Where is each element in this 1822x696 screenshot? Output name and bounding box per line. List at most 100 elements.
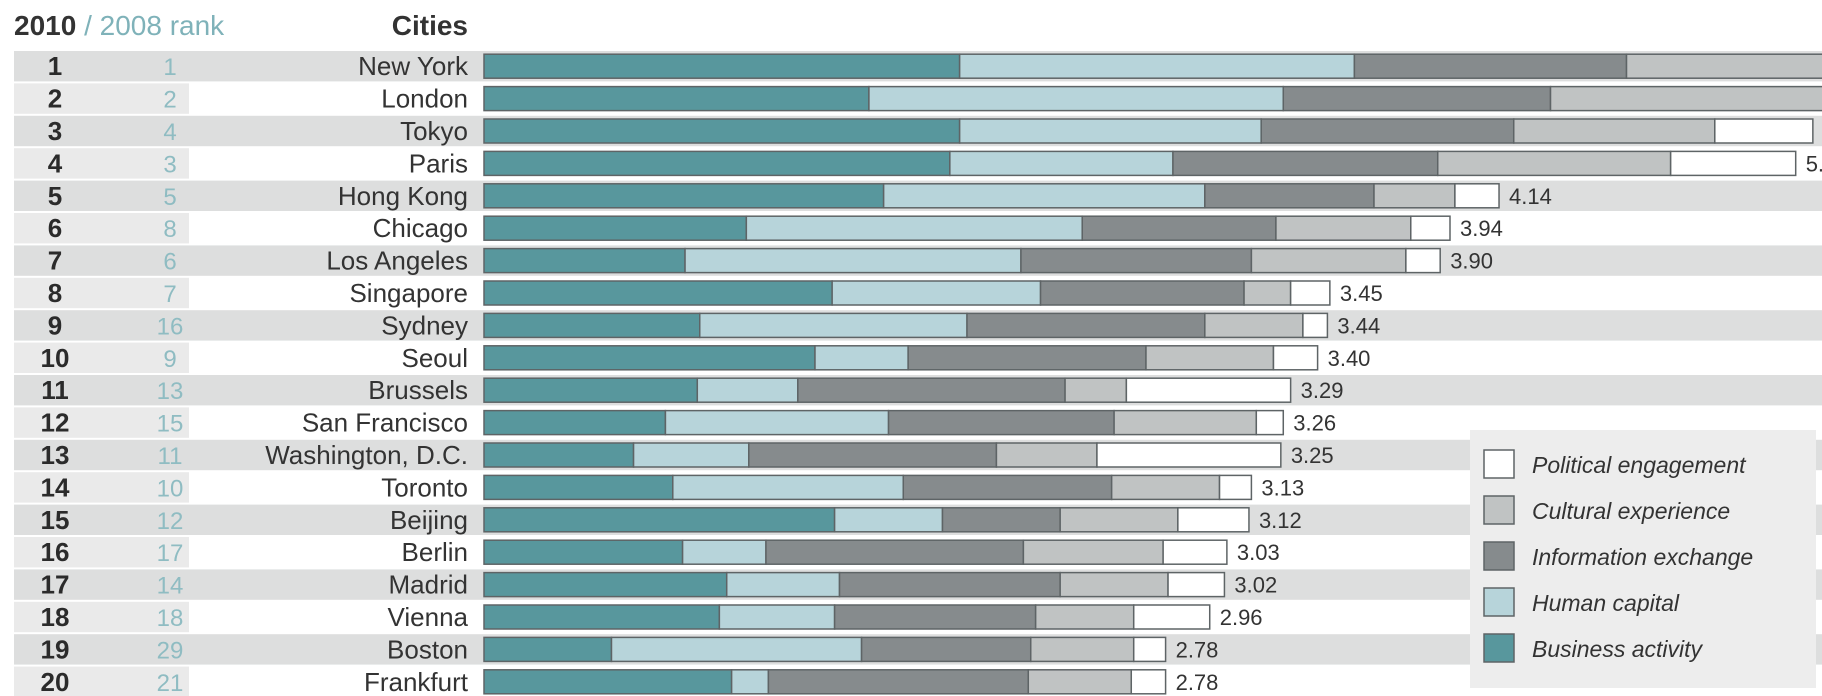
bar-segment <box>1125 377 1292 403</box>
rank-2008: 18 <box>157 605 184 632</box>
rank-2010: 11 <box>41 375 69 405</box>
city-label: Madrid <box>389 570 468 600</box>
bar-segment <box>1022 539 1164 565</box>
bar-segment <box>1272 345 1319 371</box>
table-row: 34Tokyo5.42 <box>48 116 1814 146</box>
bar-segment <box>483 539 684 565</box>
table-row: 18 18 Vienna 2.96 <box>41 602 1263 632</box>
bar-segment <box>966 312 1206 339</box>
bar-segment <box>797 377 1066 403</box>
bar-segment <box>1454 183 1500 209</box>
rank-2008: 8 <box>163 216 176 243</box>
city-label: Hong Kong <box>338 181 468 211</box>
bar-segment <box>1081 215 1277 241</box>
legend-label: Human capital <box>1532 590 1680 616</box>
bar-segment <box>902 474 1113 501</box>
total-value-label: 3.94 <box>1460 216 1503 241</box>
row-band <box>14 342 189 373</box>
rank-2008: 14 <box>157 573 184 600</box>
bar-segment <box>833 507 944 533</box>
city-label: Chicago <box>373 213 468 243</box>
rank-2010: 2 <box>48 84 62 114</box>
table-row: 5 5 Hong Kong 4.14 <box>48 181 1552 211</box>
bar-segment <box>483 604 721 630</box>
bar-segment <box>1625 53 1822 79</box>
bar-segment <box>1373 183 1456 209</box>
rank-2010: 13 <box>41 440 70 470</box>
bar-segment <box>1096 442 1282 468</box>
bar-segment <box>699 312 968 339</box>
bar-segment <box>483 636 613 663</box>
total-value-label: 3.29 <box>1301 378 1344 403</box>
header-rank-2010-label: 2010 <box>14 10 76 41</box>
bar-segment <box>1204 183 1375 209</box>
city-label: Tokyo <box>400 116 468 146</box>
city-label: New York <box>358 51 469 81</box>
rank-2008: 12 <box>157 508 184 535</box>
bar-segment <box>1059 571 1169 598</box>
bar-segment <box>1250 247 1407 274</box>
city-label: Singapore <box>349 278 468 308</box>
rank-2008: 21 <box>157 670 184 696</box>
header-rank-2010: 2010 / 2008 rank <box>14 10 225 41</box>
city-label: Vienna <box>388 602 469 632</box>
bar-segment <box>958 53 1356 79</box>
bar-segment <box>745 215 1083 241</box>
bar-segment <box>672 474 905 501</box>
rank-2010: 18 <box>41 602 70 632</box>
total-value-label: 3.13 <box>1261 475 1304 500</box>
city-label: Frankfurt <box>364 667 469 696</box>
bar-segment <box>1130 669 1167 695</box>
bar-segment <box>1282 85 1552 112</box>
table-row: 14 10 Toronto 3.13 <box>41 472 1305 502</box>
legend-swatch <box>1483 633 1515 663</box>
table-row: 11 13 Brussels 3.29 <box>41 375 1343 405</box>
legend-swatch <box>1483 449 1515 479</box>
table-row: 17 14 Madrid 3.02 <box>41 570 1278 600</box>
table-row: 8 7 Singapore 3.45 <box>48 278 1383 308</box>
city-label: Sydney <box>381 310 468 340</box>
bar-segment <box>483 118 961 144</box>
bar-segment <box>1714 118 1814 144</box>
bar-segment <box>1027 669 1133 695</box>
rank-2010: 3 <box>48 116 62 146</box>
rank-2010: 8 <box>48 278 62 308</box>
bar-segment <box>1110 474 1221 501</box>
row-band <box>14 666 189 696</box>
legend-label: Cultural experience <box>1532 498 1730 524</box>
table-row: 15 12 Beijing 3.12 <box>41 505 1302 535</box>
total-value-label: 3.26 <box>1293 411 1336 436</box>
bar-segment <box>1410 215 1451 241</box>
total-value-label: 3.40 <box>1328 346 1371 371</box>
bar-segment <box>483 183 885 209</box>
bar-segment <box>483 280 833 306</box>
table-row: 20 21 Frankfurt 2.78 <box>41 667 1219 696</box>
city-label: Paris <box>409 148 468 178</box>
city-label: Toronto <box>381 472 468 502</box>
bar-segment <box>1059 507 1179 533</box>
rank-2010: 7 <box>48 246 62 276</box>
table-row: 22London5.86 <box>48 84 1822 114</box>
table-row: 13 11 Washington, D.C. 3.25 <box>41 440 1334 470</box>
table-row: 12 15 San Francisco 3.26 <box>41 408 1337 438</box>
total-value-label: 2.78 <box>1176 637 1219 662</box>
bar-segment <box>1302 312 1329 339</box>
bar-segment <box>907 345 1147 371</box>
total-value-label: 3.02 <box>1234 573 1277 598</box>
total-value-label: 2.96 <box>1220 605 1263 630</box>
bar-segment <box>1177 507 1250 533</box>
city-label: Berlin <box>402 537 468 567</box>
rank-2010: 5 <box>48 181 62 211</box>
row-band <box>14 277 189 309</box>
bar-segment <box>483 571 728 598</box>
row-band <box>14 537 189 568</box>
bar-segment <box>696 377 799 403</box>
bar-segment <box>1029 636 1135 663</box>
row-band <box>14 148 189 179</box>
bar-segment <box>730 669 770 695</box>
bar-segment <box>1405 247 1441 274</box>
bar-segment <box>887 409 1115 436</box>
bar-segment <box>995 442 1098 468</box>
